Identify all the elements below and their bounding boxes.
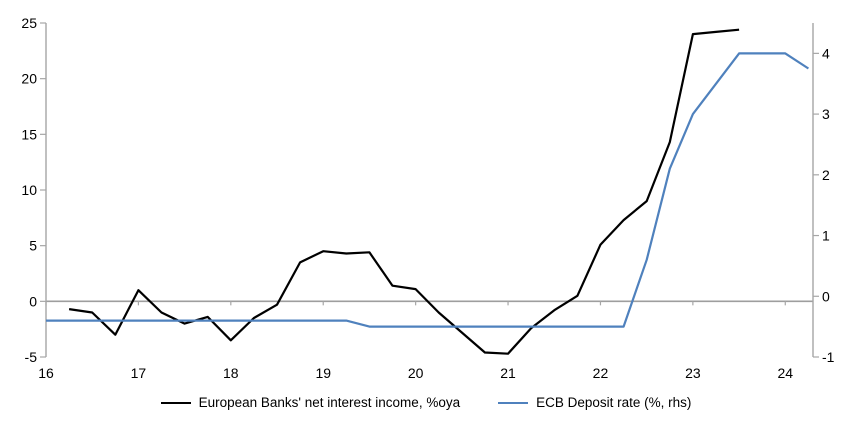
series-line-ecb (46, 52, 810, 328)
x-axis-tick-label: 23 (685, 365, 701, 381)
x-axis-tick-label: 18 (223, 365, 239, 381)
x-axis-tick-label: 19 (315, 365, 331, 381)
left-axis-tick-label: -5 (25, 349, 38, 365)
right-axis-tick-label: 1 (822, 228, 830, 244)
right-axis-tick-label: 3 (822, 106, 830, 122)
right-axis-tick-label: 0 (822, 288, 830, 304)
right-axis-tick-label: 4 (822, 45, 830, 61)
x-axis-tick-label: 17 (131, 365, 147, 381)
series-line-nii (68, 28, 740, 355)
legend-item-nii: European Banks' net interest income, %oy… (160, 395, 461, 410)
legend-label-ecb: ECB Deposit rate (%, rhs) (536, 395, 692, 410)
left-axis-tick-label: 20 (21, 71, 37, 87)
right-axis-tick-label: -1 (822, 349, 835, 365)
x-axis-tick-label: 20 (408, 365, 424, 381)
legend-item-ecb: ECB Deposit rate (%, rhs) (498, 395, 691, 410)
x-axis-tick-label: 24 (777, 365, 793, 381)
blue-line-swatch (498, 401, 529, 404)
left-axis-tick-label: 0 (29, 293, 37, 309)
legend-label-nii: European Banks' net interest income, %oy… (198, 395, 461, 410)
left-axis-tick-label: 10 (21, 182, 37, 198)
x-axis-tick-label: 22 (593, 365, 609, 381)
x-axis-tick-label: 16 (38, 365, 54, 381)
legend: European Banks' net interest income, %oy… (0, 395, 852, 410)
left-axis-tick-label: 25 (21, 15, 37, 31)
left-axis-tick-label: 5 (29, 238, 37, 254)
left-axis-tick-label: 15 (21, 126, 37, 142)
x-axis-tick-label: 21 (500, 365, 516, 381)
right-axis-tick-label: 2 (822, 167, 830, 183)
black-line-swatch (160, 401, 191, 404)
